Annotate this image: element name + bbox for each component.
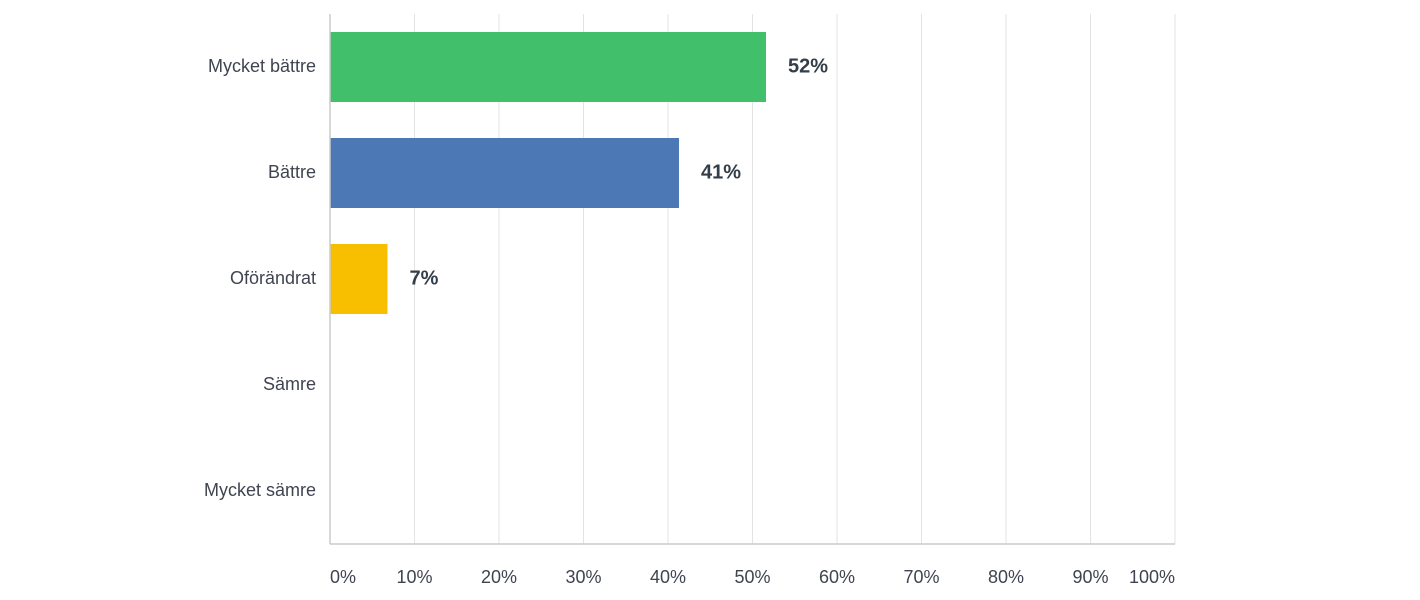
gridlines xyxy=(414,14,1176,544)
x-tick-label-20: 20% xyxy=(481,567,517,587)
data-label-0: 52% xyxy=(788,55,828,77)
data-label-1: 41% xyxy=(701,161,741,183)
x-tick-label-30: 30% xyxy=(565,567,601,587)
x-tick-label-70: 70% xyxy=(903,567,939,587)
x-tick-label-100: 100% xyxy=(1129,567,1175,587)
data-label-2: 7% xyxy=(409,267,438,289)
category-label-4: Mycket sämre xyxy=(204,480,316,500)
bar-0 xyxy=(330,32,767,102)
bar-1 xyxy=(330,138,679,208)
x-tick-label-80: 80% xyxy=(988,567,1024,587)
bar-2 xyxy=(330,244,388,314)
x-tick-label-50: 50% xyxy=(734,567,770,587)
x-tick-label-60: 60% xyxy=(819,567,855,587)
axes xyxy=(329,14,1175,545)
bars xyxy=(330,32,767,314)
category-label-3: Sämre xyxy=(263,374,316,394)
x-tick-label-0: 0% xyxy=(330,567,356,587)
x-tick-label-40: 40% xyxy=(650,567,686,587)
category-label-2: Oförändrat xyxy=(230,268,316,288)
labels: 52% Mycket bättre 41% Bättre 7% Oförändrat Säm… xyxy=(204,55,1175,586)
category-label-1: Bättre xyxy=(268,162,316,182)
x-tick-label-10: 10% xyxy=(396,567,432,587)
x-tick-label-90: 90% xyxy=(1072,567,1108,587)
category-label-0: Mycket bättre xyxy=(208,56,316,76)
